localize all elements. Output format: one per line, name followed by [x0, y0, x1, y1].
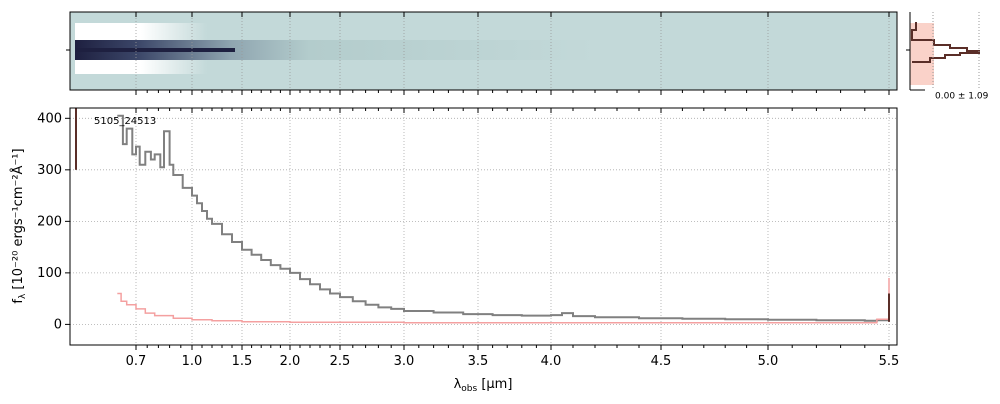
x-tick-label: 0.7 [126, 354, 147, 369]
x-axis-label-main: λ [454, 377, 462, 392]
profile-error-band [910, 23, 934, 85]
spectrum-2d-panel [66, 11, 898, 95]
spectrum-1d-panel: 0 100 200 300 400 0.7 1.0 1.5 2.0 2.5 3.0 3.5 4.0 4.… [10, 107, 900, 394]
y-axis-label: fλ [10⁻²⁰ ergs⁻¹cm⁻²Å⁻¹] [10, 148, 28, 303]
spectrum-2d-trace [75, 40, 595, 60]
x-tick-label: 3.0 [394, 354, 415, 369]
profile-panel: 0.00 ± 1.09 [906, 12, 989, 102]
object-id-label: 5105_24513 [94, 116, 156, 127]
x-axis-label: λobs [μm] [454, 377, 513, 394]
x-axis-label-sub: obs [461, 384, 477, 394]
x-tick-label: 4.5 [651, 354, 672, 369]
main-series [75, 108, 890, 324]
x-tick-label: 2.5 [330, 354, 351, 369]
y-axis-ticks: 0 100 200 300 400 [37, 111, 70, 332]
y-tick-label: 400 [37, 111, 62, 126]
y-tick-label: 0 [54, 317, 62, 332]
spectrum-2d-grid [135, 12, 890, 90]
x-tick-label: 1.0 [182, 354, 203, 369]
y-axis-label-main: f [11, 299, 26, 304]
spectrum-2d-trace-core [75, 48, 235, 52]
profile-line [911, 22, 980, 63]
error-series [117, 278, 890, 324]
x-tick-label: 5.0 [758, 354, 779, 369]
spectrum-2d-xticks [135, 12, 890, 95]
y-tick-label: 100 [37, 266, 62, 281]
y-tick-label: 300 [37, 163, 62, 178]
y-axis-label-sub: λ [18, 293, 28, 299]
x-tick-label: 4.0 [541, 354, 562, 369]
x-tick-label: 3.5 [468, 354, 489, 369]
plot-area [70, 108, 897, 345]
y-tick-label: 200 [37, 214, 62, 229]
profile-label: 0.00 ± 1.09 [935, 92, 989, 102]
x-tick-label: 5.5 [879, 354, 900, 369]
spectrum-2d-frame [69, 11, 898, 91]
plot-frame [69, 107, 898, 346]
x-tick-label: 2.0 [280, 354, 301, 369]
x-axis-ticks: 0.7 1.0 1.5 2.0 2.5 3.0 3.5 4.0 4.5 5.0 5.5 [126, 108, 900, 369]
x-tick-label: 1.5 [232, 354, 253, 369]
y-axis-label-unit: [10⁻²⁰ ergs⁻¹cm⁻²Å⁻¹] [10, 148, 26, 293]
flux-series [117, 114, 890, 322]
x-axis-label-unit: [μm] [477, 377, 512, 392]
